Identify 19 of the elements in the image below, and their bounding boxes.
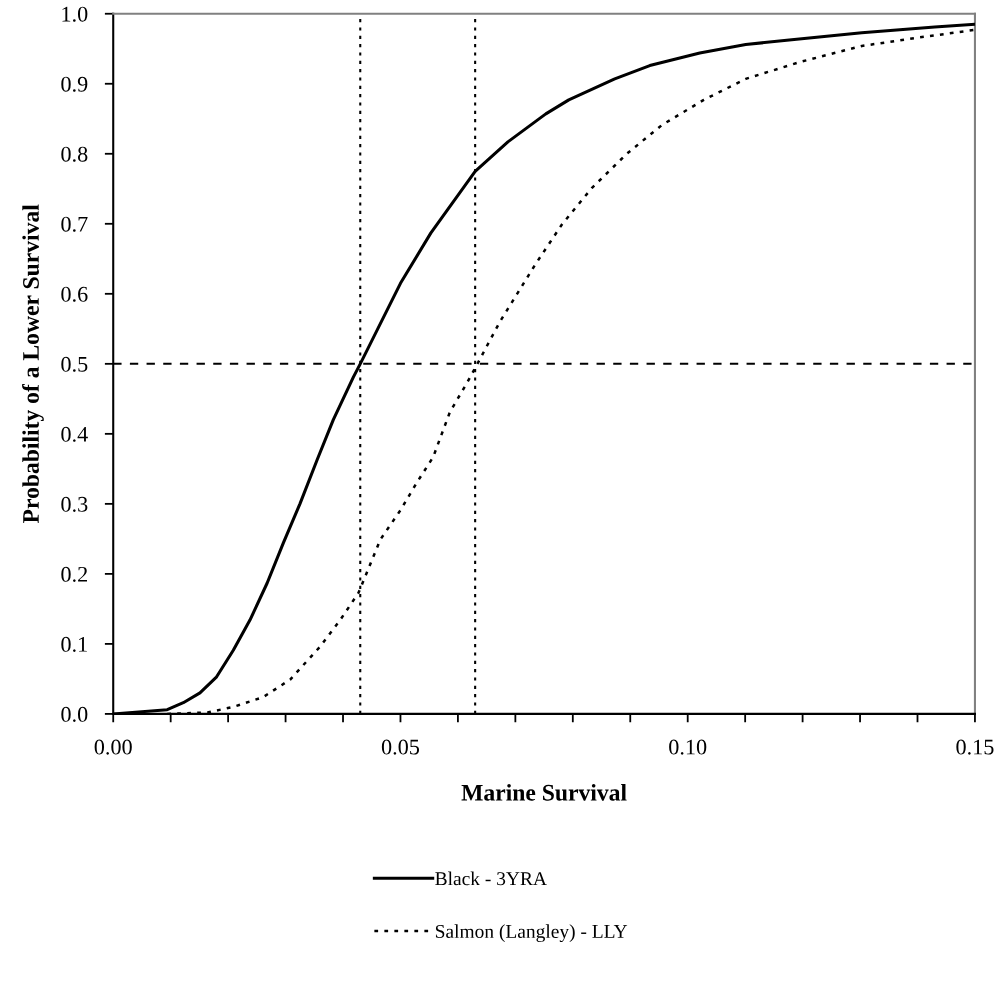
y-tick-label: 1.0 — [62, 6, 88, 22]
y-tick-label: 0.2 — [61, 566, 87, 582]
y-tick-label: 0.8 — [61, 146, 88, 162]
y-tick-label: 0.3 — [61, 496, 88, 512]
y-tick-label: 0.4 — [61, 426, 88, 442]
x-axis-title: Marine Survival — [461, 784, 627, 801]
x-tick-label: 0.10 — [669, 739, 707, 755]
y-tick-label: 0.6 — [61, 286, 88, 302]
y-tick-label: 0.1 — [61, 636, 87, 652]
x-tick-label: 0.00 — [94, 739, 132, 755]
y-axis-title: Probability of a Lower Survival — [22, 204, 44, 524]
x-tick-label: 0.05 — [381, 739, 420, 755]
y-tick-label: 0.7 — [61, 216, 88, 232]
y-tick-label: 0.9 — [61, 76, 88, 92]
y-tick-label: 0.0 — [61, 706, 88, 722]
legend-label: Black - 3YRA — [435, 871, 547, 886]
x-tick-label: 0.15 — [956, 739, 994, 755]
legend-label: Salmon (Langley) - LLY — [435, 924, 628, 943]
y-tick-label: 0.5 — [61, 356, 88, 372]
